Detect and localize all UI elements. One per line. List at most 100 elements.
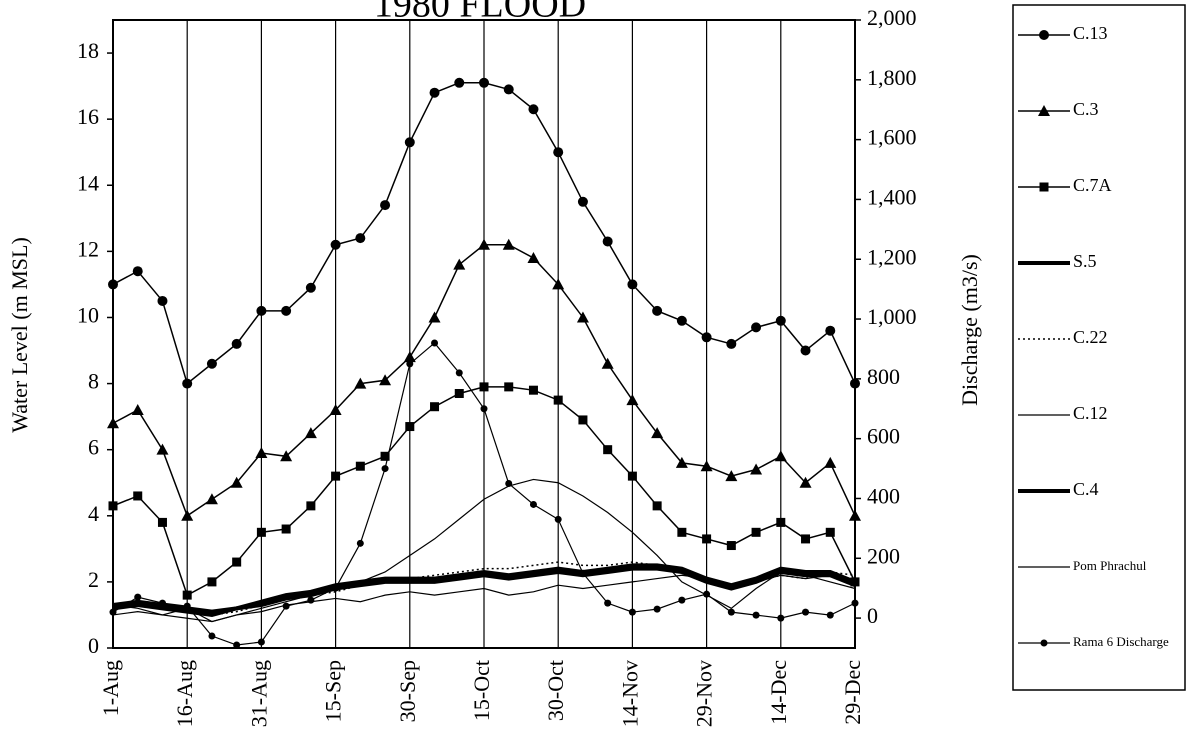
marker xyxy=(380,451,390,461)
x-tick-label: 30-Oct xyxy=(543,660,568,721)
marker xyxy=(553,147,564,158)
marker xyxy=(132,266,143,277)
y-tick-label: 6 xyxy=(88,435,99,460)
y-tick-label: 8 xyxy=(88,369,99,394)
y2-tick-label: 0 xyxy=(867,603,878,628)
y2-tick-label: 1,000 xyxy=(867,304,917,329)
x-tick-label: 29-Nov xyxy=(692,660,717,727)
marker xyxy=(529,500,537,508)
marker xyxy=(404,137,415,148)
y2-tick-label: 400 xyxy=(867,484,900,509)
marker xyxy=(478,238,490,250)
marker xyxy=(380,200,391,211)
marker xyxy=(851,599,859,607)
marker xyxy=(627,471,637,481)
marker xyxy=(527,251,540,263)
marker xyxy=(256,527,266,537)
marker xyxy=(454,77,465,88)
y-tick-label: 2 xyxy=(88,567,99,592)
marker xyxy=(403,351,416,363)
marker xyxy=(1038,105,1050,116)
x-tick-label: 15-Sep xyxy=(321,660,346,722)
marker xyxy=(802,608,810,616)
marker xyxy=(702,534,712,544)
legend-box xyxy=(1012,4,1186,691)
marker xyxy=(825,527,835,537)
marker xyxy=(108,501,118,511)
marker xyxy=(331,471,341,481)
y-tick-label: 14 xyxy=(77,170,99,195)
marker xyxy=(181,509,194,521)
marker xyxy=(752,611,760,619)
marker xyxy=(528,104,539,115)
marker xyxy=(429,87,440,98)
y2-tick-label: 1,800 xyxy=(867,65,917,90)
y2-tick-label: 1,200 xyxy=(867,244,917,269)
x-tick-label: 15-Oct xyxy=(469,660,494,721)
marker xyxy=(800,345,811,356)
marker xyxy=(406,360,414,368)
marker xyxy=(578,415,588,425)
marker xyxy=(453,258,466,270)
legend-label: Rama 6 Discharge xyxy=(1073,634,1169,649)
marker xyxy=(505,480,513,488)
marker xyxy=(428,311,441,323)
marker xyxy=(602,236,613,247)
marker xyxy=(628,608,636,616)
series-line xyxy=(112,478,856,623)
marker xyxy=(479,77,489,88)
marker xyxy=(577,196,588,207)
marker xyxy=(182,378,193,389)
y2-tick-label: 1,600 xyxy=(867,125,917,150)
x-tick-label: 16-Aug xyxy=(172,660,197,727)
marker xyxy=(849,509,861,521)
marker xyxy=(381,465,389,473)
marker xyxy=(774,450,787,462)
marker xyxy=(479,382,489,392)
marker xyxy=(281,305,292,316)
y-tick-label: 18 xyxy=(77,38,99,63)
x-tick-label: 14-Nov xyxy=(617,660,642,727)
marker xyxy=(480,405,488,413)
marker xyxy=(725,470,738,482)
x-tick-label: 29-Dec xyxy=(840,660,865,725)
marker xyxy=(1039,182,1049,192)
y-tick-label: 0 xyxy=(88,633,99,658)
marker xyxy=(750,463,763,475)
legend-label: C.22 xyxy=(1073,327,1108,347)
marker xyxy=(158,599,166,607)
marker xyxy=(205,493,218,505)
legend-label: C.7A xyxy=(1073,175,1112,195)
marker xyxy=(232,557,242,567)
marker xyxy=(826,611,834,619)
marker xyxy=(552,278,565,290)
y-tick-label: 12 xyxy=(77,236,99,261)
marker xyxy=(727,608,735,616)
marker xyxy=(355,233,366,244)
marker xyxy=(824,456,837,468)
marker xyxy=(653,605,661,613)
marker xyxy=(233,641,241,649)
y-tick-label: 10 xyxy=(77,303,99,328)
x-tick-label: 1-Aug xyxy=(98,660,123,716)
marker xyxy=(553,395,563,405)
marker xyxy=(1039,30,1049,40)
legend-label: C.12 xyxy=(1073,403,1108,423)
marker xyxy=(354,377,367,389)
marker xyxy=(231,338,242,349)
marker xyxy=(676,315,687,326)
y-tick-label: 16 xyxy=(77,104,99,129)
marker xyxy=(1040,639,1048,647)
y-axis-title: Water Level (m MSL) xyxy=(7,237,32,433)
marker xyxy=(207,577,217,587)
marker xyxy=(678,596,686,604)
marker xyxy=(329,404,342,416)
marker xyxy=(305,282,316,293)
x-tick-label: 31-Aug xyxy=(246,660,271,727)
marker xyxy=(502,238,515,250)
marker xyxy=(255,446,268,458)
marker xyxy=(355,461,365,471)
marker xyxy=(133,491,143,501)
marker xyxy=(230,476,243,488)
